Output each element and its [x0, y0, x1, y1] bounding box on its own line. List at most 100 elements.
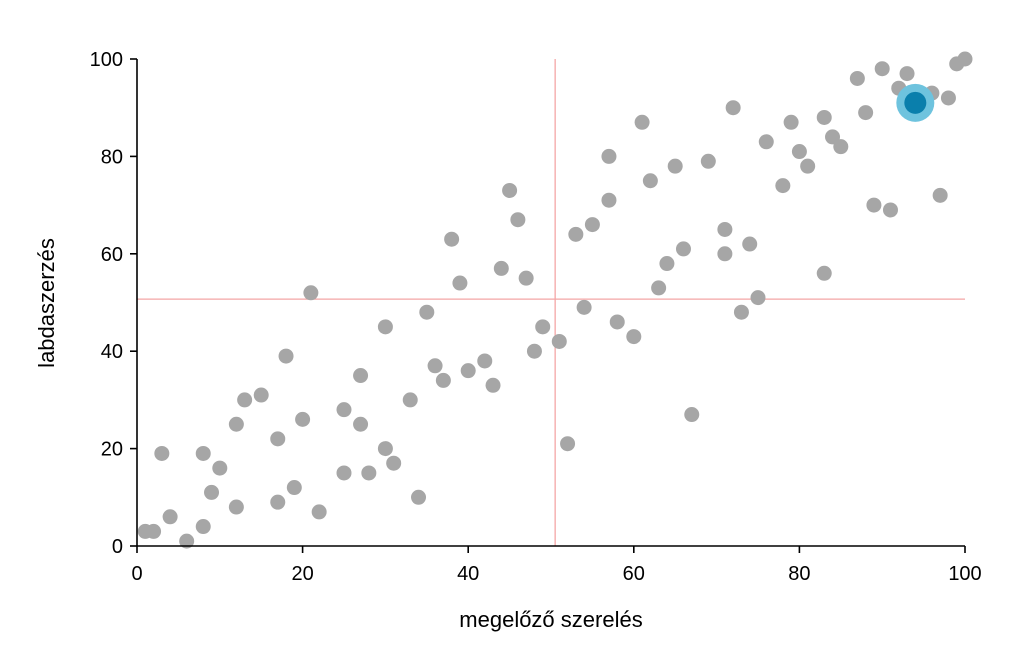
data-point [551, 333, 567, 349]
data-point [386, 455, 402, 471]
data-point [377, 319, 393, 335]
data-point [634, 114, 650, 130]
data-point [866, 197, 882, 213]
data-point [377, 441, 393, 457]
data-point [833, 139, 849, 155]
y-tick-label: 20 [101, 439, 123, 461]
data-point [228, 416, 244, 432]
data-point [825, 129, 841, 145]
data-point [816, 265, 832, 281]
data-point [311, 504, 327, 520]
data-point [626, 329, 642, 345]
y-tick-label: 80 [101, 146, 123, 168]
data-point [783, 114, 799, 130]
data-point [295, 411, 311, 427]
data-point [568, 226, 584, 242]
data-point [717, 221, 733, 237]
y-tick-label: 40 [101, 341, 123, 363]
data-point [270, 431, 286, 447]
data-point [402, 392, 418, 408]
data-point [940, 90, 956, 106]
x-tick-label: 20 [291, 563, 313, 585]
data-point [278, 348, 294, 364]
data-point [444, 231, 460, 247]
data-point [195, 445, 211, 461]
data-point [237, 392, 253, 408]
data-point [460, 363, 476, 379]
axes: 0 20 40 60 80 100 0 20 40 60 80 100 [90, 49, 982, 585]
data-point [336, 402, 352, 418]
data-point [195, 519, 211, 535]
data-point [353, 416, 369, 432]
data-point [758, 134, 774, 150]
data-points [137, 51, 973, 549]
data-point [419, 304, 435, 320]
data-point [684, 407, 700, 423]
y-tick-label: 60 [101, 244, 123, 266]
data-point [560, 436, 576, 452]
data-point [858, 105, 874, 121]
data-point [717, 246, 733, 262]
data-point [146, 523, 162, 539]
data-point [576, 299, 592, 315]
x-tick-label: 100 [948, 563, 981, 585]
data-point [642, 173, 658, 189]
x-tick-label: 80 [788, 563, 810, 585]
data-point [849, 70, 865, 86]
data-point [303, 285, 319, 301]
data-point [502, 182, 518, 198]
data-point [932, 187, 948, 203]
data-point [411, 489, 427, 505]
data-point [518, 270, 534, 286]
x-tick-label: 0 [131, 563, 142, 585]
data-point [493, 260, 509, 276]
data-point [601, 148, 617, 164]
x-axis-label: megelőző szerelés [459, 607, 642, 632]
data-point [733, 304, 749, 320]
data-point [427, 358, 443, 374]
data-point [750, 290, 766, 306]
data-point [179, 533, 195, 549]
data-point [212, 460, 228, 476]
data-point [286, 480, 302, 496]
x-tick-label: 40 [457, 563, 479, 585]
data-point [584, 217, 600, 233]
data-point [353, 368, 369, 384]
data-point [609, 314, 625, 330]
data-point [882, 202, 898, 218]
data-point [477, 353, 493, 369]
data-point [775, 178, 791, 194]
data-point [957, 51, 973, 67]
y-tick-label: 100 [90, 49, 123, 71]
data-point [742, 236, 758, 252]
data-point [874, 61, 890, 77]
data-point [204, 484, 220, 500]
data-point [435, 372, 451, 388]
data-point [526, 343, 542, 359]
x-tick-label: 60 [623, 563, 645, 585]
data-point [270, 494, 286, 510]
data-point [816, 109, 832, 125]
data-point [452, 275, 468, 291]
data-point [510, 212, 526, 228]
data-point [336, 465, 352, 481]
data-point [667, 158, 683, 174]
data-point [899, 66, 915, 82]
data-point [800, 158, 816, 174]
data-point [361, 465, 377, 481]
data-point [253, 387, 269, 403]
data-point [154, 445, 170, 461]
data-point [535, 319, 551, 335]
data-point [651, 280, 667, 296]
data-point [228, 499, 244, 515]
y-axis-label: labdaszerzés [34, 238, 59, 368]
data-point [485, 377, 501, 393]
data-point [162, 509, 178, 525]
data-point [659, 256, 675, 272]
data-point [601, 192, 617, 208]
data-point [675, 241, 691, 257]
data-point [791, 144, 807, 160]
data-point [700, 153, 716, 169]
y-tick-label: 0 [112, 536, 123, 558]
